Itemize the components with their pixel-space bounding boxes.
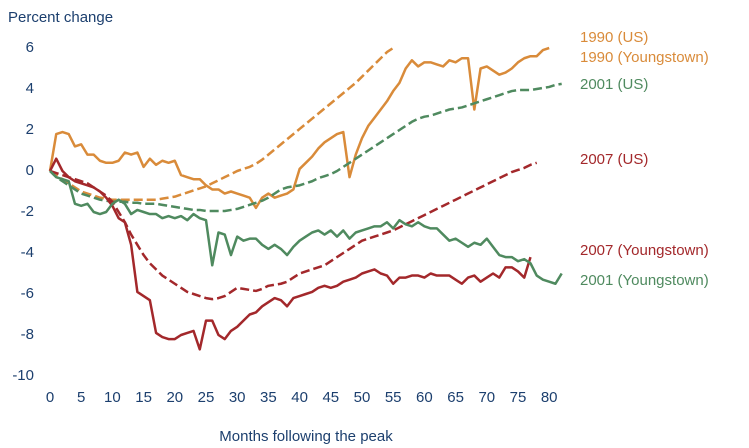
y-tick-label: -8 — [21, 326, 34, 343]
x-tick-label: 70 — [478, 389, 495, 406]
legend-label: 2001 (Youngstown) — [580, 272, 709, 289]
x-axis-title: Months following the peak — [219, 428, 393, 445]
y-tick-label: -2 — [21, 203, 34, 220]
legend-label: 2007 (Youngstown) — [580, 242, 709, 259]
y-tick-label: 6 — [26, 39, 34, 56]
legend-label: 1990 (Youngstown) — [580, 49, 709, 66]
legend-label: 2007 (US) — [580, 151, 648, 168]
series-line — [48, 157, 532, 351]
series-line — [49, 46, 394, 201]
series-line — [49, 170, 563, 285]
x-tick-label: 75 — [510, 389, 527, 406]
x-tick-label: 25 — [198, 389, 215, 406]
y-tick-label: 4 — [26, 80, 34, 97]
y-tick-label: -6 — [21, 285, 34, 302]
x-tick-label: 30 — [229, 389, 246, 406]
x-tick-label: 5 — [77, 389, 85, 406]
series-line — [48, 46, 550, 210]
x-tick-label: 40 — [291, 389, 308, 406]
series-line — [49, 82, 562, 213]
x-tick-label: 20 — [166, 389, 183, 406]
y-tick-label: -4 — [21, 244, 34, 261]
x-tick-label: 50 — [354, 389, 371, 406]
legend-label: 1990 (US) — [580, 29, 648, 46]
y-axis-title: Percent change — [8, 9, 113, 26]
x-tick-label: 80 — [541, 389, 558, 406]
x-tick-label: 65 — [447, 389, 464, 406]
y-tick-label: -10 — [12, 367, 34, 384]
series-line — [49, 161, 538, 301]
x-tick-label: 35 — [260, 389, 277, 406]
y-tick-label: 0 — [26, 162, 34, 179]
x-tick-label: 0 — [46, 389, 54, 406]
x-tick-label: 15 — [135, 389, 152, 406]
x-tick-label: 10 — [104, 389, 121, 406]
x-tick-label: 45 — [322, 389, 339, 406]
x-tick-label: 55 — [385, 389, 402, 406]
y-tick-label: 2 — [26, 121, 34, 138]
x-tick-label: 60 — [416, 389, 433, 406]
legend-label: 2001 (US) — [580, 76, 648, 93]
